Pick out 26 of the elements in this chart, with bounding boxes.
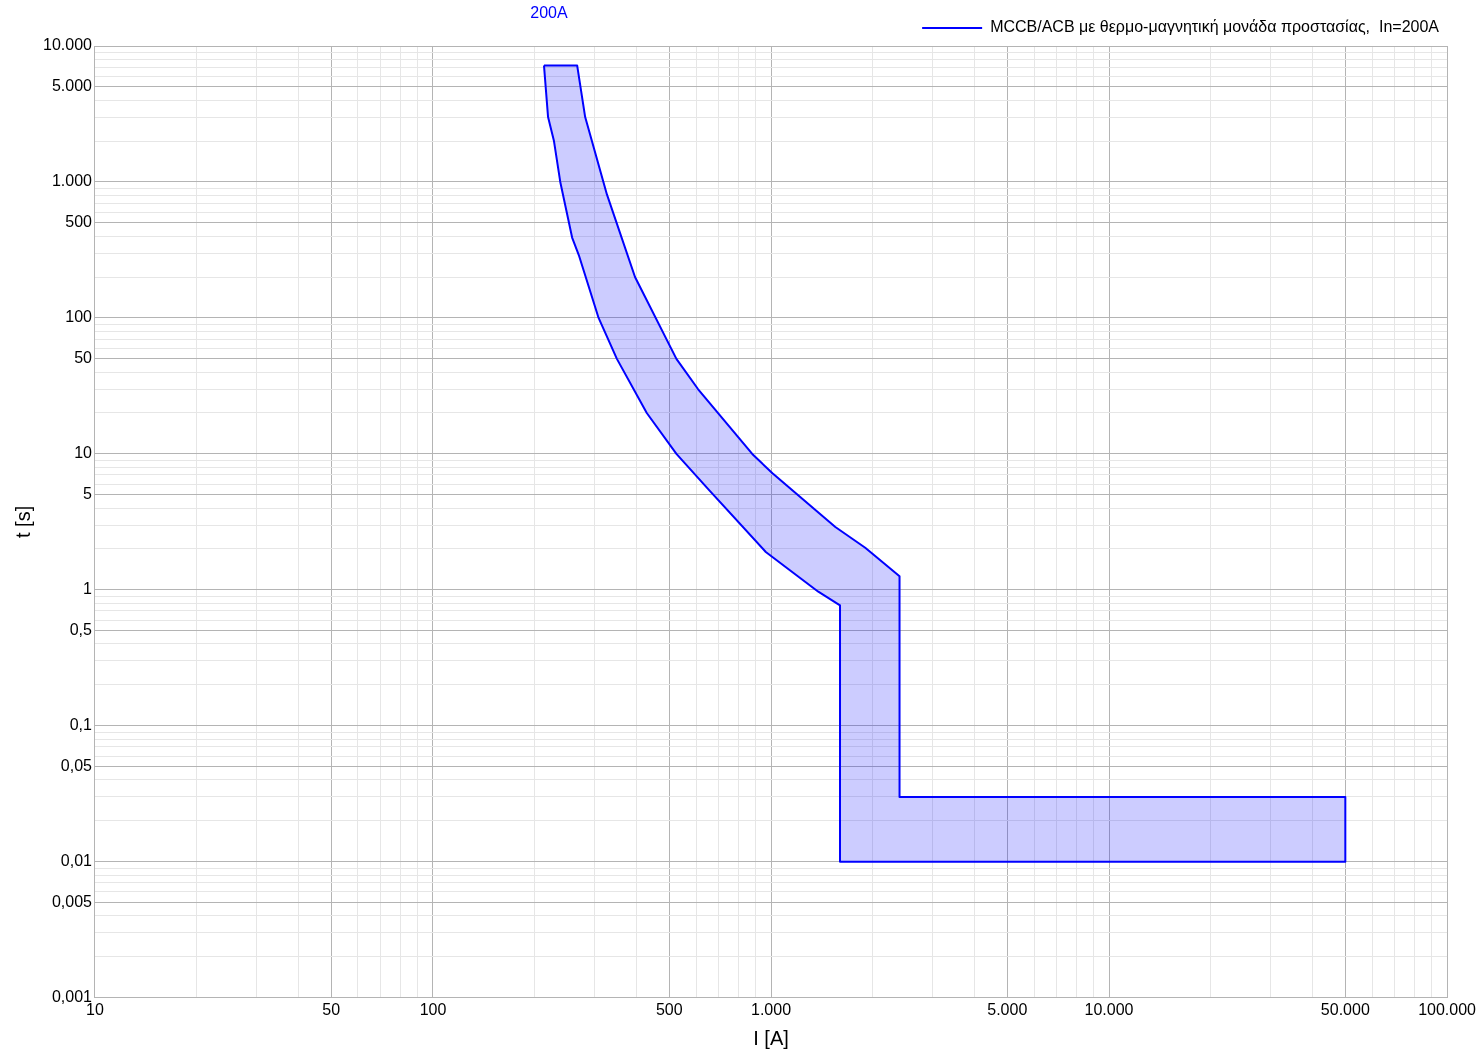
- x-tick-label: 5.000: [987, 1000, 1028, 1018]
- y-tick-label: 0,05: [60, 757, 93, 775]
- y-tick-label: 10.000: [43, 36, 93, 54]
- y-tick-label: 100: [65, 308, 93, 326]
- x-axis-title: I [A]: [753, 1026, 789, 1049]
- y-axis-title: t [s]: [11, 505, 34, 539]
- x-tick-label: 1.000: [750, 1000, 792, 1018]
- x-tick-label: 500: [655, 1000, 683, 1018]
- x-tick-label: 50: [322, 1000, 341, 1018]
- y-tick-label: 1: [83, 580, 93, 598]
- y-tick-label: 10: [74, 444, 93, 462]
- y-tick-label: 0,5: [69, 621, 93, 639]
- text: 200A: [530, 4, 568, 22]
- y-tick-label: 0,01: [60, 852, 93, 870]
- x-tick-label: 50.000: [1320, 1000, 1370, 1018]
- y-tick-label: 1.000: [51, 172, 93, 190]
- x-tick-label: 100.000: [1418, 1000, 1477, 1018]
- y-tick-label: 0,1: [69, 716, 93, 734]
- y-tick-label: 50: [74, 349, 93, 367]
- legend-label: MCCB/ACB με θερμο-μαγνητική μονάδα προστασίας, In=200A: [990, 18, 1440, 36]
- x-tick-label: 10.000: [1084, 1000, 1134, 1018]
- y-tick-label: 500: [65, 213, 93, 231]
- y-tick-label: 0,005: [51, 893, 93, 911]
- y-tick-label: 5.000: [51, 77, 93, 95]
- x-tick-label: 100: [419, 1000, 447, 1018]
- y-tick-label: 5: [83, 485, 93, 503]
